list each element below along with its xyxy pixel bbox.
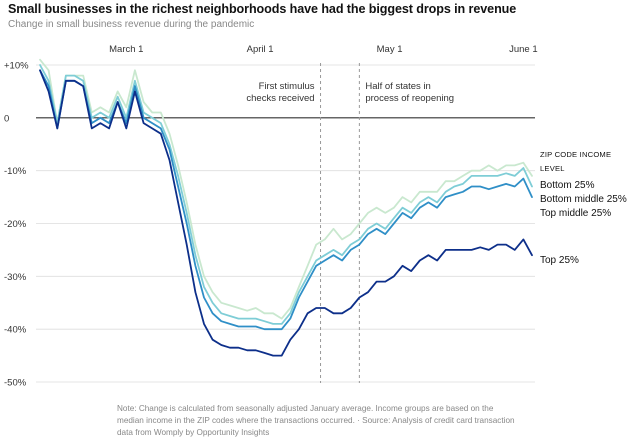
series-lines	[39, 58, 533, 357]
chart-title: Small businesses in the richest neighbor…	[8, 2, 517, 16]
x-tick-label: April 1	[247, 44, 274, 55]
legend-entry-top: Top 25%	[540, 255, 579, 266]
x-tick-label: June 1	[509, 44, 538, 55]
annotation-label: checks received	[246, 93, 314, 104]
legend: ZIP CODE INCOME LEVEL Bottom 25% Bottom …	[540, 148, 630, 266]
legend-heading: ZIP CODE INCOME LEVEL	[540, 150, 612, 173]
series-line-bottom-25	[39, 58, 533, 320]
annotation-label: First stimulus	[259, 81, 315, 92]
y-tick-label: -40%	[4, 325, 27, 336]
x-tick-label: May 1	[377, 44, 403, 55]
y-tick-label: -30%	[4, 272, 27, 283]
footnote: Note: Change is calculated from seasonal…	[117, 404, 515, 437]
legend-entry-bottom-middle: Bottom middle 25%	[540, 194, 627, 205]
x-tick-label: March 1	[109, 44, 143, 55]
y-tick-label: 0	[4, 113, 9, 124]
y-tick-label: -20%	[4, 219, 27, 230]
series-line-top-25	[39, 69, 533, 357]
series-line-top-middle-25	[39, 69, 533, 331]
grid-lines	[36, 64, 535, 383]
chart-subtitle: Change in small business revenue during …	[8, 19, 255, 30]
y-tick-label: -10%	[4, 166, 27, 177]
y-tick-label: -50%	[4, 378, 27, 389]
annotation-label: Half of states in	[365, 81, 430, 92]
legend-entry-top-middle: Top middle 25%	[540, 208, 612, 219]
x-axis: March 1 April 1 May 1 June 1	[109, 44, 537, 55]
annotation-lines	[320, 63, 360, 383]
legend-entry-bottom: Bottom 25%	[540, 180, 595, 191]
series-line-bottom-middle-25	[39, 64, 533, 325]
annotation-label: process of reopening	[365, 93, 454, 104]
y-axis: +10% 0 -10% -20% -30% -40% -50%	[4, 61, 29, 389]
y-tick-label: +10%	[4, 61, 29, 72]
